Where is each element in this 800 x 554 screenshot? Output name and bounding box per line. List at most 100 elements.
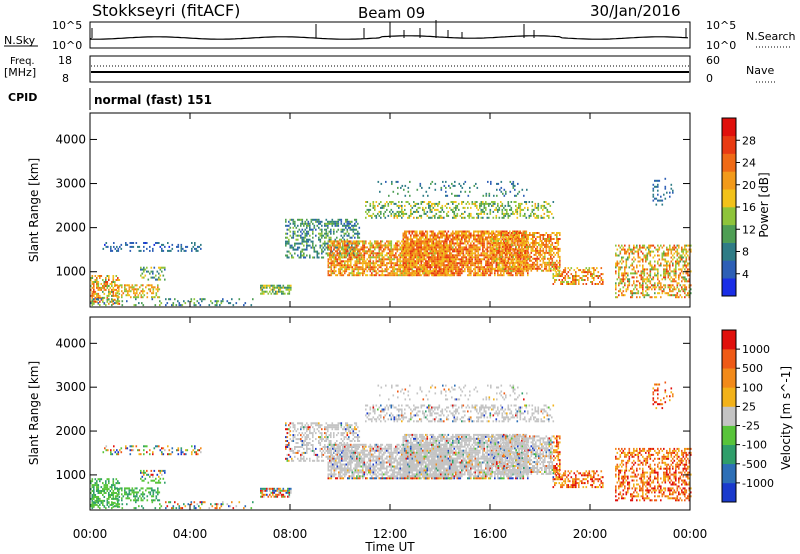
power-cell xyxy=(500,246,502,249)
power-cell xyxy=(307,224,310,227)
power-cell xyxy=(482,194,485,197)
power-cell xyxy=(471,201,474,203)
power-cell xyxy=(446,272,448,275)
power-cell xyxy=(476,206,478,209)
power-cell xyxy=(408,244,411,247)
power-cell xyxy=(103,296,106,299)
power-cell xyxy=(288,292,291,295)
power-cell xyxy=(422,230,424,233)
power-cell xyxy=(295,234,298,237)
power-cell xyxy=(103,286,106,289)
power-cell xyxy=(140,296,143,299)
power-cell xyxy=(446,258,448,261)
power-cell xyxy=(479,238,481,241)
power-cell xyxy=(547,263,549,266)
power-cell xyxy=(416,274,418,277)
power-cell xyxy=(447,258,450,261)
freq-right-tick-top: 60 xyxy=(706,54,720,67)
power-cell xyxy=(321,252,323,255)
power-cell xyxy=(447,262,450,265)
power-cell xyxy=(479,206,481,209)
power-cell xyxy=(506,208,508,211)
power-cell xyxy=(416,240,418,243)
power-cell xyxy=(502,242,504,244)
power-cell xyxy=(525,201,528,203)
power-cell xyxy=(483,212,486,215)
power-cell xyxy=(374,204,376,207)
power-cell xyxy=(426,254,429,257)
power-cell xyxy=(307,240,310,243)
power-cell xyxy=(112,302,115,305)
power-cell xyxy=(515,208,517,211)
power-cell xyxy=(321,230,323,233)
power-cell xyxy=(407,230,409,233)
power-cell xyxy=(547,257,549,260)
power-cell xyxy=(547,240,549,242)
power-cell xyxy=(303,224,305,227)
power-cell xyxy=(405,262,408,265)
power-cell xyxy=(417,258,420,261)
power-cell xyxy=(431,264,433,267)
power-cell xyxy=(509,204,511,207)
power-cell xyxy=(414,270,417,273)
power-cell xyxy=(402,254,405,257)
power-cell xyxy=(507,272,510,275)
power-cell xyxy=(134,292,137,295)
power-cell xyxy=(351,266,354,269)
power-cell xyxy=(557,242,560,244)
power-cell xyxy=(285,286,288,289)
power-cell xyxy=(516,212,519,215)
power-cell xyxy=(450,240,453,243)
power-cell xyxy=(411,270,414,273)
power-cell xyxy=(444,256,447,259)
power-cell xyxy=(521,274,523,277)
power-cell xyxy=(523,269,525,272)
power-cell xyxy=(117,247,120,250)
power-cell xyxy=(532,265,534,268)
power-cell xyxy=(125,284,128,287)
power-cell xyxy=(488,256,490,259)
power-cell xyxy=(493,194,495,197)
power-cell xyxy=(452,234,454,237)
power-cell xyxy=(519,206,522,209)
power-cell xyxy=(497,274,499,277)
power-cell xyxy=(490,261,492,264)
power-cell xyxy=(524,267,527,270)
power-cell xyxy=(503,247,506,250)
power-cell xyxy=(437,250,439,253)
power-cell xyxy=(473,184,476,187)
power-cell xyxy=(164,268,166,271)
power-cell xyxy=(625,266,628,269)
power-cell xyxy=(422,194,425,197)
power-cell xyxy=(532,263,534,266)
power-cell xyxy=(112,275,115,277)
power-cell xyxy=(372,246,375,249)
power-cell xyxy=(544,245,546,248)
power-cell xyxy=(357,232,359,235)
power-cell xyxy=(374,242,376,245)
power-cell xyxy=(358,232,361,235)
power-cell xyxy=(465,266,468,269)
power-cell xyxy=(554,247,557,250)
power-cell xyxy=(503,272,505,275)
power-cell xyxy=(359,260,361,263)
power-cell xyxy=(459,268,462,271)
power-cell xyxy=(544,265,546,268)
power-cell xyxy=(337,218,340,221)
power-cell xyxy=(99,300,101,303)
power-cell xyxy=(156,270,159,273)
power-cell xyxy=(106,285,109,287)
power-cell xyxy=(372,268,375,271)
power-cell xyxy=(354,246,357,249)
power-cell xyxy=(464,242,466,245)
power-cell xyxy=(553,261,555,264)
power-cell xyxy=(160,302,163,305)
power-cell xyxy=(450,264,453,267)
power-cell xyxy=(393,264,396,267)
power-cell xyxy=(366,212,369,215)
power-cell xyxy=(330,232,332,235)
power-cell xyxy=(465,238,468,241)
power-cell xyxy=(494,232,496,235)
power-cell xyxy=(474,268,477,271)
power-cell xyxy=(270,284,273,287)
